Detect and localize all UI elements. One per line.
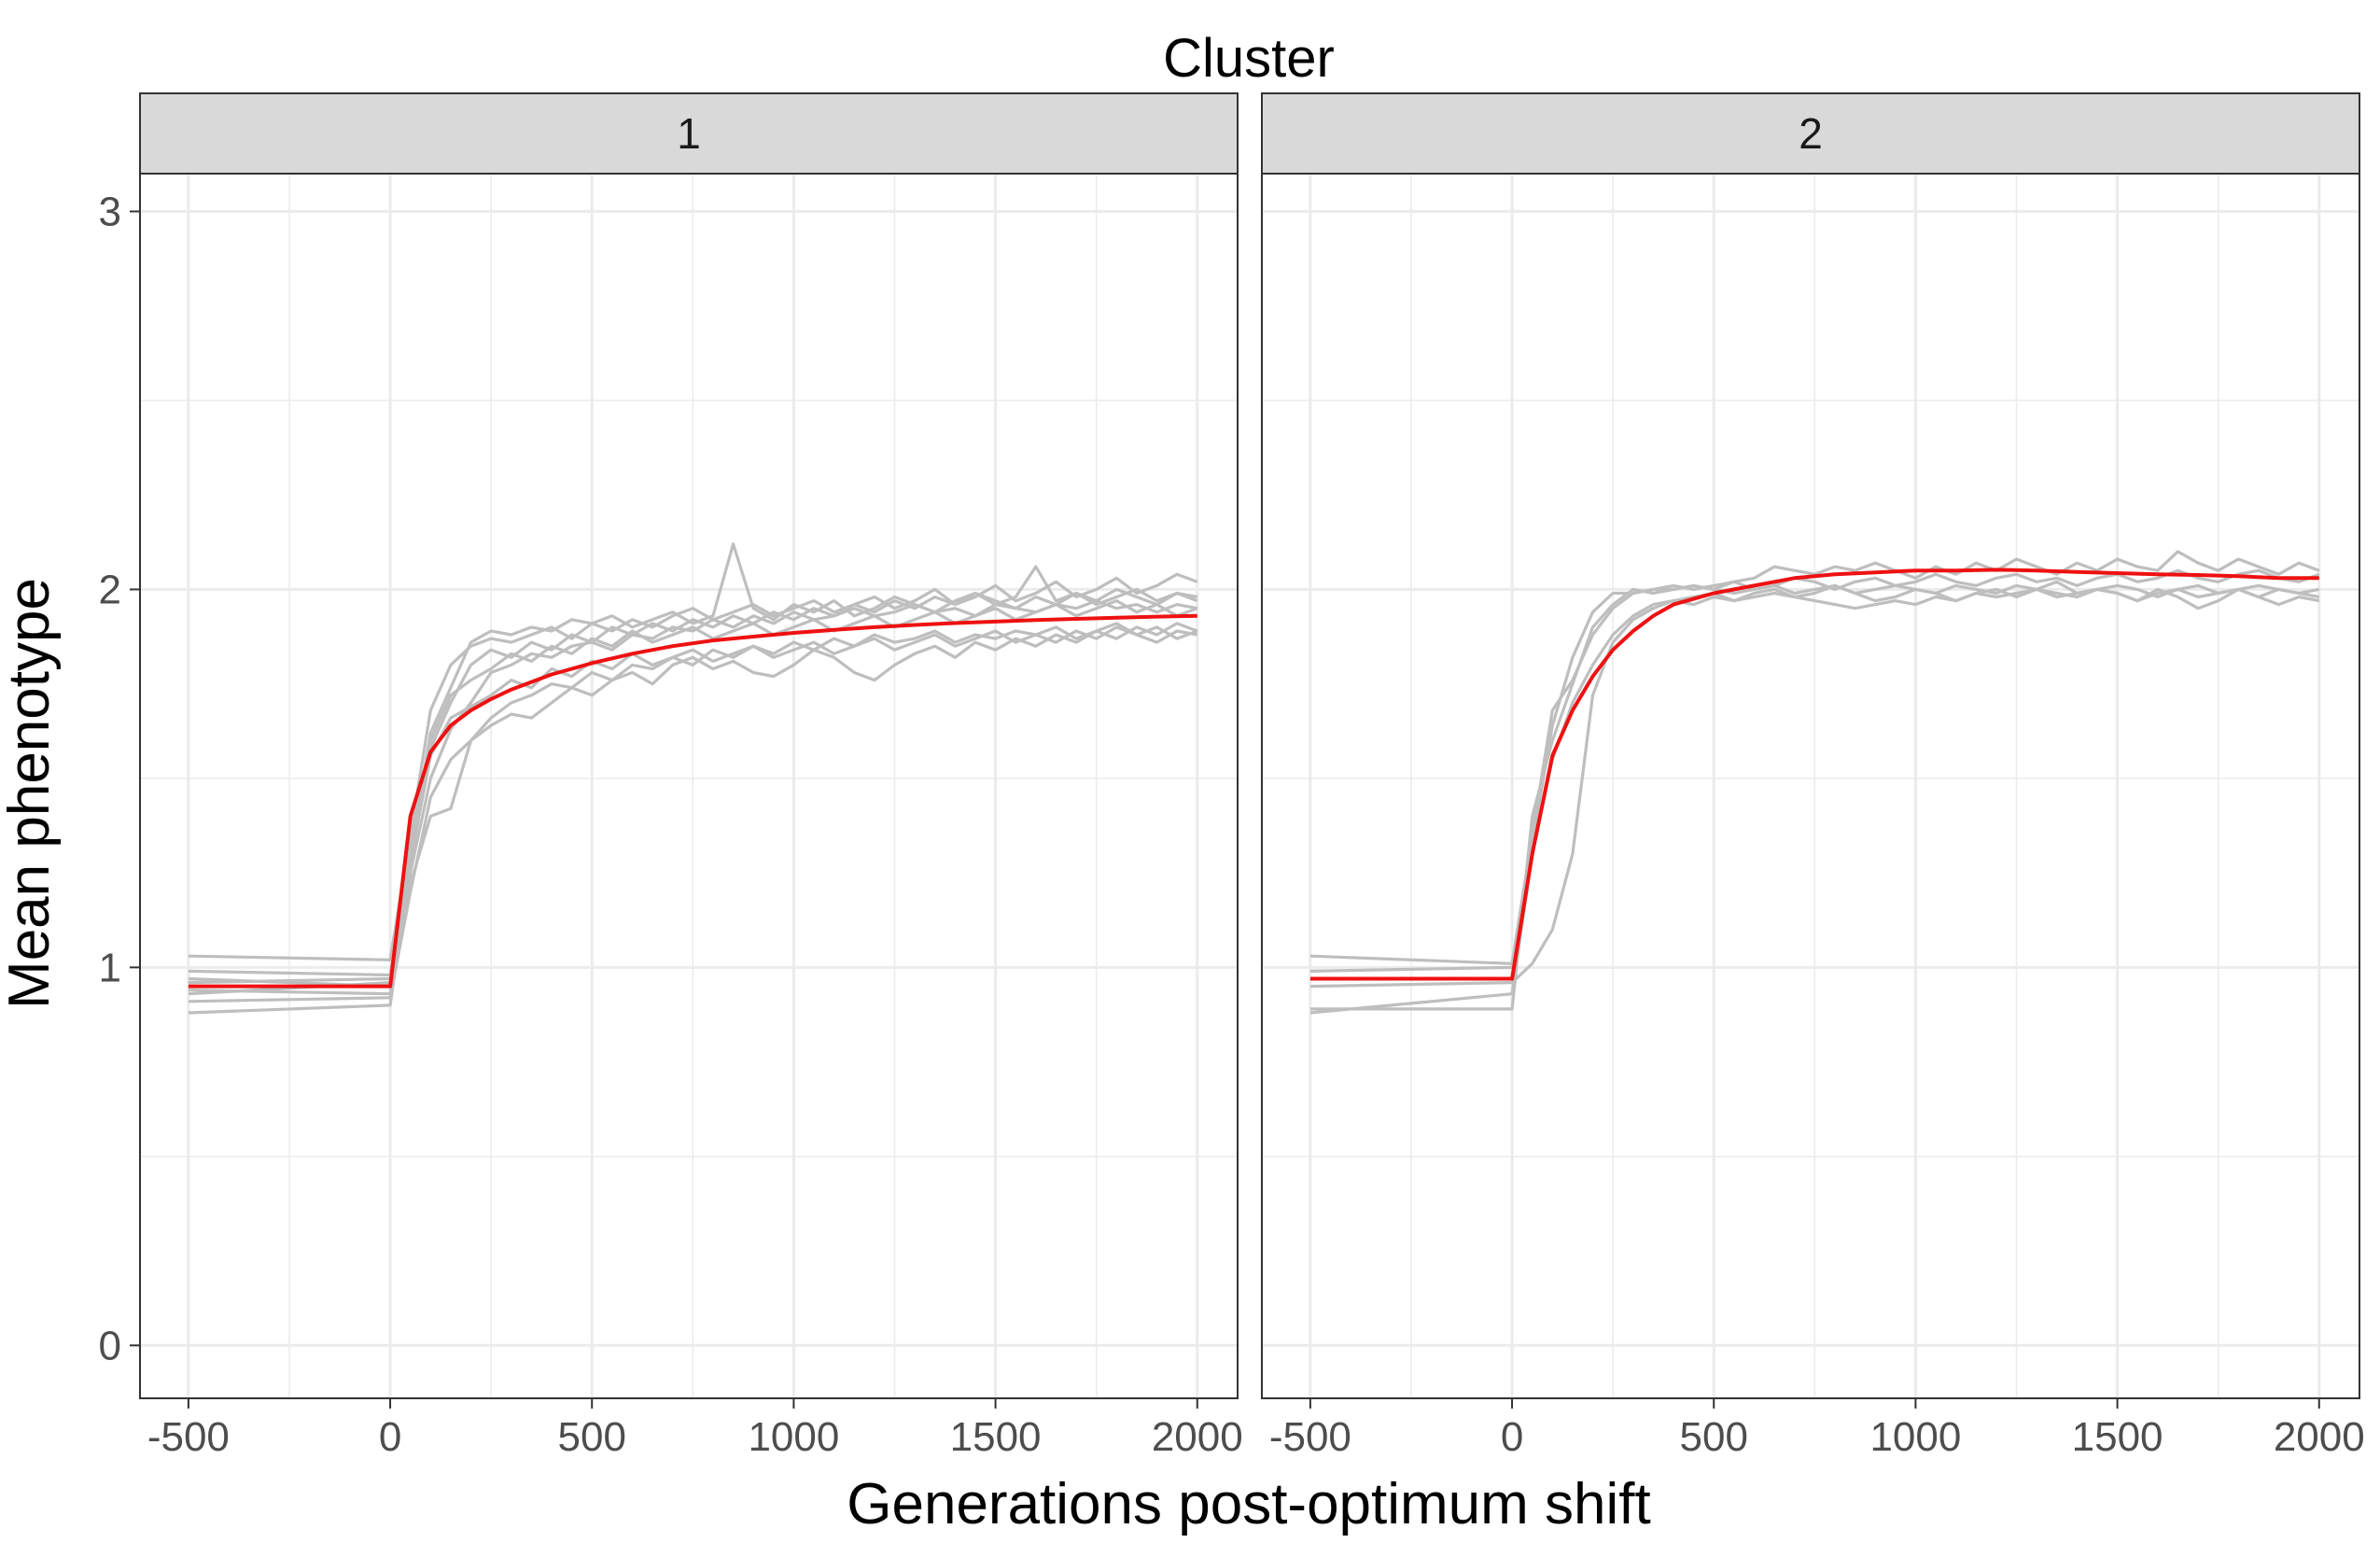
replicate-line-8	[188, 587, 1198, 977]
replicate-line-3	[188, 625, 1198, 1003]
x-tick-label: 500	[1680, 1414, 1748, 1460]
replicate-line-5	[188, 622, 1198, 1015]
x-tick-label: 0	[379, 1414, 401, 1460]
x-tick-label: 500	[558, 1414, 626, 1460]
x-axis-title: Generations post-optimum shift	[847, 1472, 1651, 1536]
facet-panels: 1 -500 0 500 1000 1500 2000 0 1 2 3 2 -500 0 500 1000 15…	[99, 92, 2365, 1460]
x-tick-label: 1500	[2072, 1414, 2163, 1460]
facet-panel-2: 2 -500 0 500 1000 1500 2000	[1261, 92, 2365, 1460]
facet-panel-1: 1 -500 0 500 1000 1500 2000 0 1 2 3	[99, 92, 1243, 1460]
chart-title: Cluster	[1163, 28, 1335, 89]
replicate-line-1	[1309, 550, 2320, 965]
x-tick-label: 2000	[1152, 1414, 1243, 1460]
replicate-line-5	[1309, 568, 2320, 973]
x-tick-label: 2000	[2274, 1414, 2365, 1460]
mean-line	[188, 613, 1197, 989]
x-tick-label: -500	[1269, 1414, 1351, 1460]
facet-strip	[1261, 92, 2360, 175]
facet-strip-label: 1	[677, 109, 701, 158]
facet-strip-label: 2	[1799, 109, 1823, 158]
y-tick-label: 1	[99, 945, 121, 990]
y-tick-label: 2	[99, 567, 121, 612]
replicate-line-7	[188, 622, 1198, 996]
facet-strip	[139, 92, 1239, 175]
x-tick-label: 1000	[748, 1414, 839, 1460]
x-tick-label: 1500	[950, 1414, 1042, 1460]
mean-line	[1309, 568, 2319, 981]
y-tick-label: 0	[99, 1323, 121, 1368]
x-tick-label: 0	[1501, 1414, 1523, 1460]
y-axis-title: Mean phenotype	[0, 578, 62, 1009]
replicate-line-4	[188, 572, 1198, 961]
y-tick-label: 3	[99, 189, 121, 234]
x-tick-label: -500	[147, 1414, 230, 1460]
replicate-line-4	[1309, 587, 2320, 1015]
panel-background	[140, 174, 1238, 1398]
x-tick-label: 1000	[1869, 1414, 1961, 1460]
panel-background	[1262, 174, 2359, 1398]
replicate-line-3	[1309, 583, 2320, 989]
